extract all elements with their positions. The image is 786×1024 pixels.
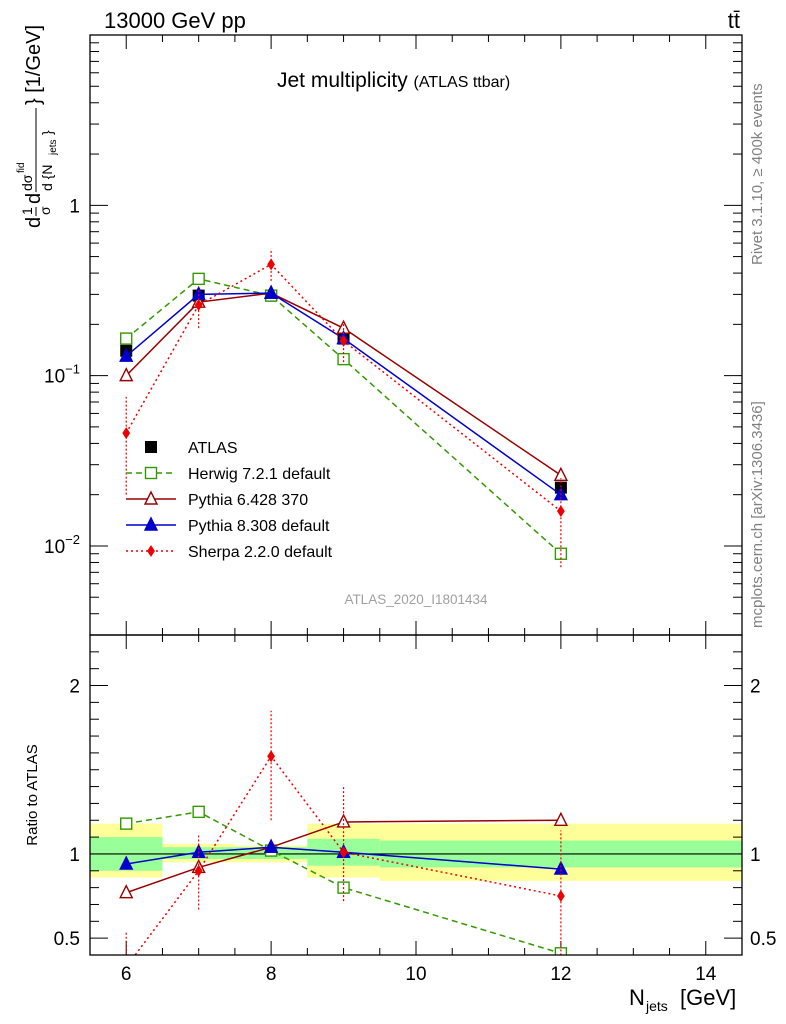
series-line (125, 278, 562, 555)
svg-text:d: d (23, 217, 45, 228)
legend-label: Pythia 6.428 370 (188, 492, 308, 509)
ratio-series (119, 710, 569, 955)
marker (145, 441, 157, 453)
marker (194, 298, 203, 311)
marker (263, 838, 279, 853)
marker (122, 427, 131, 440)
svg-text:dσ: dσ (19, 174, 35, 191)
marker (337, 352, 350, 366)
source-label: mcplots.cern.ch [arXiv:1306.3436] (749, 401, 766, 628)
marker (553, 466, 569, 481)
series-sherpa-2-2-0-default (122, 249, 565, 568)
legend-entry: Sherpa 2.2.0 default (126, 544, 333, 561)
y-tick-base: 10 (44, 537, 65, 558)
marker (144, 466, 158, 480)
ratio-series-sherpa-2-2-0-default (125, 710, 565, 955)
rivet-label: Rivet 3.1.10, ≥ 400k events (749, 83, 766, 265)
y-tick-label: 10−2 (44, 532, 80, 558)
ratio-plot: 6 8 10 12 140.5 0.51 12 2 Ratio to ATLAS (24, 634, 776, 985)
marker (556, 505, 565, 518)
marker (120, 332, 133, 345)
marker (119, 884, 134, 899)
marker (192, 805, 205, 819)
plot-title-main: Jet multiplicity (277, 69, 408, 92)
marker (553, 811, 569, 826)
y-tick-label: 1 (69, 845, 80, 866)
marker (119, 367, 134, 382)
process-label: tt̄ (728, 8, 740, 33)
marker (267, 750, 276, 763)
marker (143, 516, 159, 531)
marker (119, 347, 134, 362)
marker (267, 258, 276, 271)
y-tick-exponent: −1 (65, 362, 80, 377)
x-tick-label: 8 (266, 964, 277, 985)
marker (119, 855, 134, 870)
series-herwig-7-2-1-default (120, 272, 568, 560)
y-tick-base: 10 (44, 367, 65, 388)
svg-text:d {N: d {N (39, 165, 55, 191)
main-series (119, 249, 569, 568)
legend-entry: Pythia 8.308 default (126, 516, 330, 535)
y-tick-label: 2 (69, 677, 80, 698)
main-plot: 10−210−11 Jet multiplicity (ATLAS ttbar)… (16, 25, 743, 636)
y-tick-label-right: 1 (750, 845, 761, 866)
marker (192, 272, 205, 286)
x-tick-label: 6 (121, 964, 132, 985)
y-tick-label-right: 2 (750, 677, 761, 698)
legend-label: Herwig 7.2.1 default (188, 466, 331, 483)
x-tick-label: 10 (405, 964, 426, 985)
x-axis-label: N jets [GeV] (629, 985, 736, 1014)
svg-text:d: d (23, 193, 45, 204)
energy-label: 13000 GeV pp (104, 8, 246, 33)
main-axes: 10−210−11 (44, 34, 743, 636)
legend-entry: ATLAS (145, 440, 238, 457)
uncertainty-bands (90, 823, 742, 881)
marker (339, 846, 348, 859)
analysis-id: ATLAS_2020_I1801434 (344, 592, 488, 607)
svg-text:} [1/GeV]: } [1/GeV] (23, 25, 45, 105)
svg-text:[GeV]: [GeV] (680, 985, 736, 1010)
y-tick-exponent: −2 (65, 532, 80, 547)
legend-label: Sherpa 2.2.0 default (188, 544, 333, 561)
y-axis-label: d 1 σ d dσ fid d {N jets } } [1/GeV] (16, 25, 59, 228)
svg-text:fid: fid (16, 162, 27, 173)
plot-subtitle: (ATLAS ttbar) (414, 74, 511, 91)
svg-text:}: } (39, 130, 55, 135)
marker (120, 817, 133, 830)
marker (143, 490, 159, 505)
svg-text:N: N (629, 985, 645, 1010)
marker (194, 864, 203, 877)
marker (147, 545, 155, 557)
y-tick-label-right: 0.5 (750, 929, 776, 950)
legend-label: ATLAS (188, 440, 238, 457)
svg-text:jets: jets (645, 998, 668, 1014)
legend: ATLAS Herwig 7.2.1 default Pythia 6.428 37… (126, 440, 333, 561)
svg-text:1: 1 (19, 207, 35, 215)
ratio-plot-frame (89, 634, 743, 956)
legend-label: Pythia 8.308 default (188, 518, 330, 535)
svg-text:jets: jets (48, 139, 59, 156)
marker (339, 334, 348, 347)
marker (263, 284, 279, 299)
y-tick-label: 10−1 (44, 362, 80, 388)
y-tick-label: 1 (69, 196, 80, 217)
legend-entry: Herwig 7.2.1 default (126, 466, 331, 483)
x-tick-label: 12 (550, 964, 571, 985)
x-tick-label: 14 (695, 964, 717, 985)
ratio-y-label: Ratio to ATLAS (24, 744, 41, 845)
y-tick-label: 0.5 (54, 929, 80, 950)
svg-text:σ: σ (37, 206, 53, 215)
legend-entry: Pythia 6.428 370 (126, 490, 308, 509)
plot-title: Jet multiplicity (ATLAS ttbar) (277, 69, 510, 92)
marker (556, 890, 565, 903)
ratio-axes: 6 8 10 12 140.5 0.51 12 2 (54, 634, 776, 985)
